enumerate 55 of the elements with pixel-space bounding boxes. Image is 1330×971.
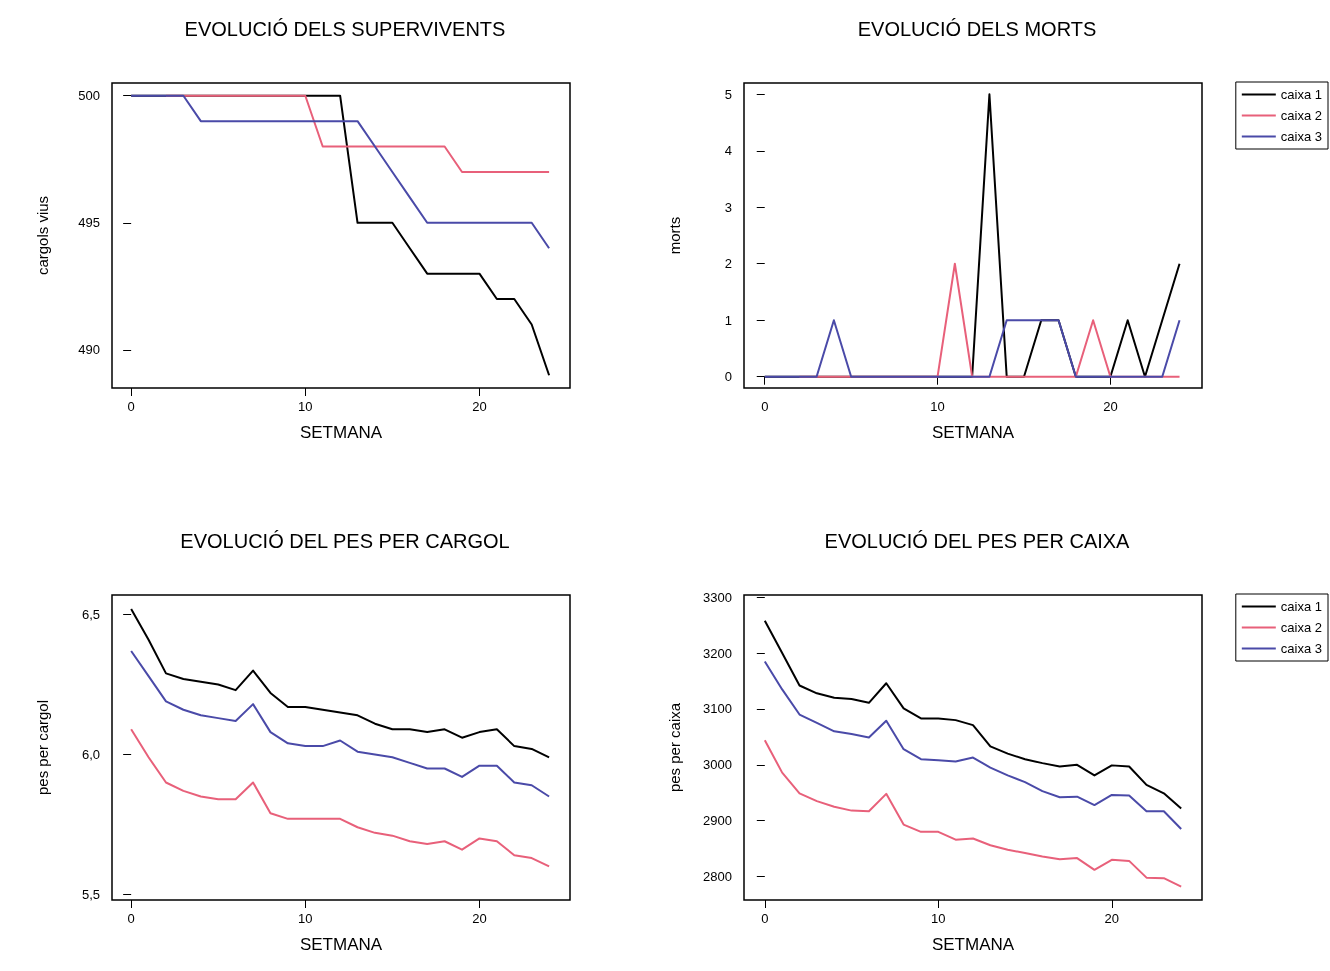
- legend-label: caixa 3: [1280, 129, 1323, 144]
- legend-label: caixa 1: [1280, 87, 1323, 102]
- chart-title: EVOLUCIÓ DEL PES PER CARGOL: [180, 530, 510, 552]
- x-axis-title: SETMANA: [299, 935, 383, 954]
- y-tick-label: 6,0: [81, 747, 100, 762]
- x-tick-label: 10: [930, 399, 945, 414]
- x-axis-title: SETMANA: [931, 423, 1015, 442]
- y-tick-label: 0: [724, 369, 732, 385]
- legend-label: caixa 1: [1280, 599, 1323, 614]
- line-series: [130, 607, 551, 759]
- y-axis-title: pes per caixa: [666, 702, 683, 793]
- legend-label: caixa 3: [1280, 641, 1323, 656]
- y-tick-label: 495: [78, 215, 100, 231]
- legend-label: caixa 2: [1280, 108, 1323, 123]
- x-tick-label: 20: [1104, 911, 1120, 926]
- line-series: [763, 739, 1183, 888]
- x-tick-label: 0: [127, 399, 135, 414]
- y-tick-label: 4: [724, 143, 732, 159]
- y-tick-label: 2: [724, 256, 732, 272]
- line-series: [763, 660, 1183, 831]
- x-tick-label: 0: [761, 911, 769, 926]
- line-series: [130, 649, 551, 798]
- x-axis-title: SETMANA: [299, 423, 383, 442]
- x-tick-label: 20: [1103, 399, 1118, 414]
- y-tick-label: 1: [724, 312, 732, 328]
- line-series: [130, 94, 551, 250]
- legend-label: caixa 2: [1280, 620, 1323, 635]
- y-axis-title: morts: [666, 216, 683, 255]
- y-tick-label: 500: [78, 88, 100, 104]
- chart-title: EVOLUCIÓ DELS SUPERVIVENTS: [184, 18, 506, 40]
- y-tick-label: 3300: [703, 589, 732, 605]
- x-tick-label: 0: [127, 911, 135, 926]
- y-tick-label: 2900: [703, 813, 732, 829]
- x-tick-label: 20: [472, 399, 487, 414]
- y-tick-label: 6,5: [81, 607, 100, 623]
- y-tick-label: 3100: [703, 701, 732, 717]
- x-tick-label: 0: [761, 399, 769, 414]
- y-tick-label: 490: [78, 342, 100, 358]
- y-tick-label: 3200: [703, 645, 732, 661]
- y-axis-title: pes per cargol: [34, 699, 51, 796]
- x-axis-title: SETMANA: [931, 935, 1015, 954]
- y-tick-label: 3000: [703, 757, 732, 773]
- chart-title: EVOLUCIÓ DELS MORTS: [857, 18, 1097, 40]
- x-tick-label: 10: [298, 911, 313, 926]
- y-tick-label: 2800: [703, 869, 732, 885]
- x-tick-label: 20: [472, 911, 487, 926]
- x-tick-label: 10: [931, 911, 946, 926]
- line-series: [763, 619, 1183, 810]
- chart-title: EVOLUCIÓ DEL PES PER CAIXA: [824, 530, 1131, 552]
- line-series: [130, 728, 551, 868]
- y-axis-title: cargols vius: [34, 195, 51, 276]
- y-tick-label: 3: [724, 199, 732, 215]
- x-tick-label: 10: [298, 399, 313, 414]
- y-tick-label: 5: [724, 86, 732, 102]
- y-tick-label: 5,5: [81, 886, 100, 902]
